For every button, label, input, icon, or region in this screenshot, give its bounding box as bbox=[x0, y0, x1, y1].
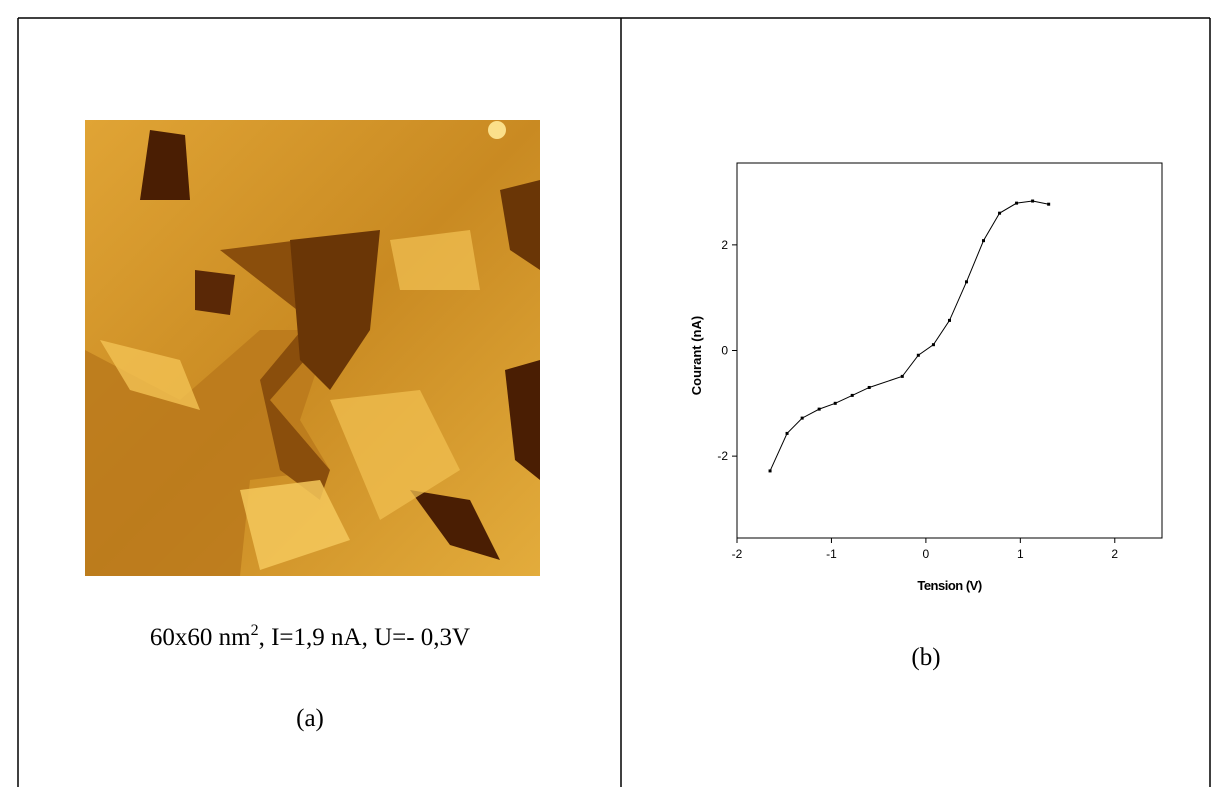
data-point bbox=[900, 374, 904, 378]
data-point bbox=[1031, 199, 1035, 203]
data-point bbox=[916, 353, 920, 357]
plot-frame bbox=[736, 162, 1163, 539]
caption-text: 60x60 nm bbox=[150, 624, 251, 651]
stm-image bbox=[85, 120, 540, 576]
panel-label: (a) bbox=[296, 705, 324, 732]
caption-text: , I=1,9 nA, U=- 0,3V bbox=[259, 624, 471, 651]
data-point bbox=[867, 385, 871, 389]
data-line bbox=[769, 200, 1049, 472]
x-tick-label: -1 bbox=[826, 547, 837, 561]
y-tick-label: 2 bbox=[721, 238, 728, 252]
y-axis-label: Courant (nA) bbox=[689, 316, 704, 395]
data-point bbox=[1047, 202, 1051, 206]
data-point bbox=[833, 401, 837, 405]
x-tick-label: -2 bbox=[732, 547, 743, 561]
table-border bbox=[17, 17, 1211, 787]
caption-a: 60x60 nm2, I=1,9 nA, U=- 0,3V bbox=[150, 622, 470, 651]
x-axis-label: Tension (V) bbox=[917, 578, 981, 593]
data-point bbox=[785, 431, 789, 435]
data-point bbox=[931, 343, 935, 347]
x-tick-label: 0 bbox=[923, 547, 930, 561]
data-point bbox=[817, 407, 821, 411]
data-point bbox=[1015, 201, 1019, 205]
data-point bbox=[768, 469, 772, 473]
data-point bbox=[998, 211, 1002, 215]
chart: -2 -1 0 1 2 -2 0 2 Tension (V) Courant (nA) bbox=[689, 162, 1163, 593]
data-point bbox=[850, 393, 854, 397]
y-tick-label: 0 bbox=[721, 344, 728, 358]
data-point bbox=[982, 239, 985, 243]
x-tick-label: 1 bbox=[1017, 547, 1024, 561]
y-tick-label: -2 bbox=[717, 449, 728, 463]
data-point bbox=[800, 416, 804, 420]
data-point bbox=[948, 318, 951, 322]
data-point bbox=[965, 280, 968, 284]
panel-label: (b) bbox=[911, 644, 940, 671]
caption-superscript: 2 bbox=[251, 622, 259, 639]
x-tick-label: 2 bbox=[1111, 547, 1118, 561]
